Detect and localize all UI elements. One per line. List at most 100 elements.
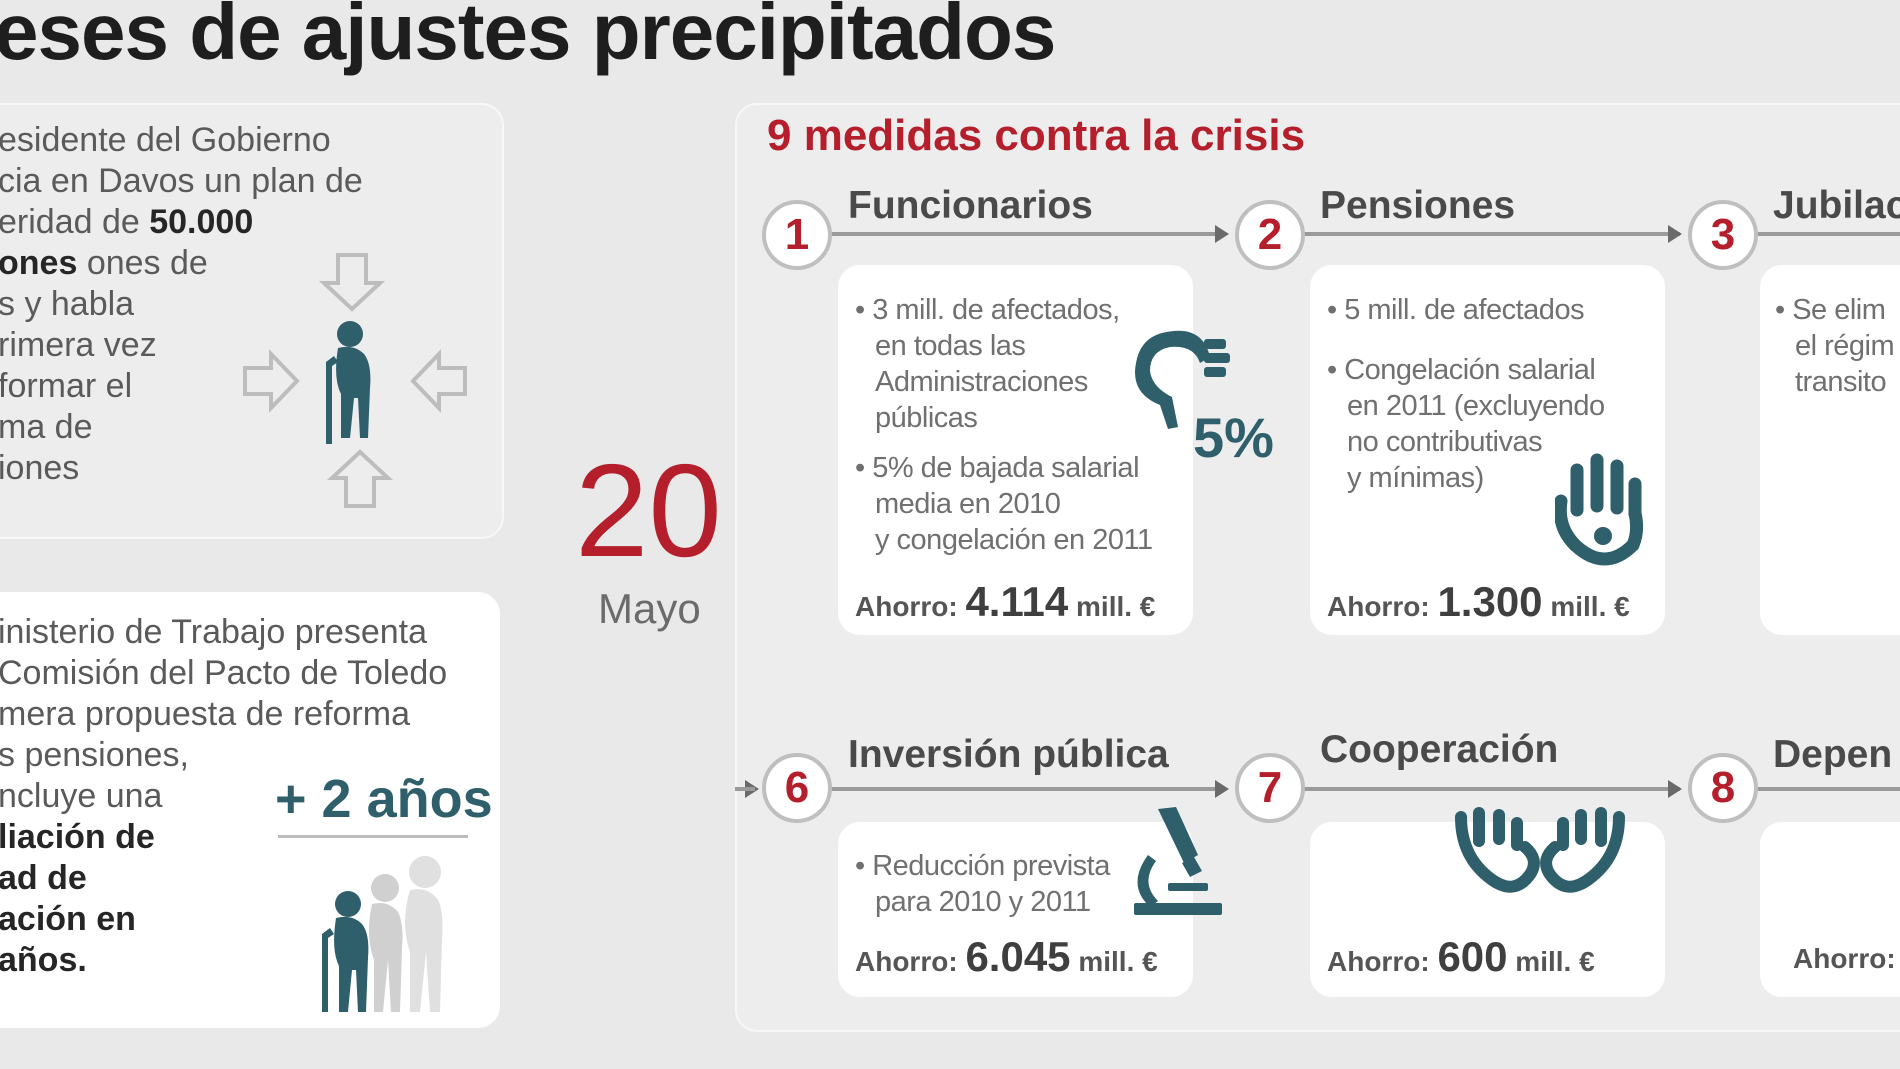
saving-value: 600 bbox=[1437, 933, 1508, 980]
bullet-line: el régim bbox=[1795, 330, 1895, 362]
bullet-line: media en 2010 bbox=[875, 488, 1061, 520]
arrow-left-icon bbox=[410, 349, 467, 413]
measure-bullets-6: • Reducción prevista para 2010 y 2011 bbox=[855, 848, 1110, 920]
timeline-line: ncluye una bbox=[0, 777, 163, 815]
bullet-line: Administraciones bbox=[875, 366, 1088, 398]
row2-line-2 bbox=[1300, 787, 1680, 791]
measure-card-8 bbox=[1760, 822, 1900, 997]
arrow-right-icon bbox=[1668, 225, 1682, 243]
timeline-line: ación en bbox=[0, 899, 447, 940]
age-increase-badge: + 2 años bbox=[275, 769, 493, 829]
timeline-line: rimera vez bbox=[0, 326, 157, 364]
measure-number-1: 1 bbox=[762, 200, 832, 270]
bullet-line: • Reducción prevista bbox=[855, 850, 1110, 882]
bullet-line: transito bbox=[1795, 366, 1887, 398]
bullet-line: y mínimas) bbox=[1347, 462, 1484, 494]
bullet-line: • Congelación salarial bbox=[1327, 354, 1596, 386]
measure-title-6: Inversión pública bbox=[848, 733, 1169, 776]
hand-coin-icon bbox=[1135, 330, 1230, 429]
microscope-icon bbox=[1134, 807, 1222, 915]
timeline-bold: ones bbox=[0, 244, 78, 282]
timeline-text-1: esidente del Gobierno cia en Davos un pl… bbox=[0, 120, 363, 489]
saving-value: 4.114 bbox=[965, 578, 1069, 625]
measure-card-6 bbox=[838, 822, 1193, 997]
bullet-line: en todas las bbox=[875, 330, 1026, 362]
measure-number-6: 6 bbox=[762, 753, 832, 823]
bullet-line: • Se elim bbox=[1775, 294, 1886, 326]
measure-number-3: 3 bbox=[1688, 200, 1758, 270]
bullet-line: • 3 mill. de afectados, bbox=[855, 294, 1120, 326]
bullet-line: en 2011 (excluyendo bbox=[1347, 390, 1605, 422]
bullet-line: y congelación en 2011 bbox=[875, 524, 1153, 556]
date-month: Mayo bbox=[598, 585, 701, 632]
arrow-right-icon bbox=[243, 349, 300, 413]
saving-label: Ahorro: bbox=[1793, 943, 1896, 974]
elderly-person-icon bbox=[243, 253, 467, 508]
timeline-line: cia en Davos un plan de bbox=[0, 162, 363, 200]
row1-line-2 bbox=[1300, 232, 1680, 236]
bullet-line: • 5 mill. de afectados bbox=[1327, 294, 1585, 326]
cooperation-hands-icon bbox=[1455, 807, 1625, 893]
reduction-badge: 5% bbox=[1193, 406, 1274, 469]
saving-unit: mill. € bbox=[1515, 946, 1595, 977]
timeline-line: mera propuesta de reforma bbox=[0, 695, 410, 733]
measure-card-3 bbox=[1760, 265, 1900, 635]
timeline-text-2: inisterio de Trabajo presenta Comisión d… bbox=[0, 612, 447, 981]
timeline-bold: 50.000 bbox=[149, 203, 254, 241]
timeline-line: formar el bbox=[0, 367, 133, 405]
timeline-line: Comisión del Pacto de Toledo bbox=[0, 654, 448, 692]
saving-label: Ahorro: bbox=[1327, 591, 1430, 622]
saving-8: Ahorro: bbox=[1793, 943, 1896, 975]
saving-unit: mill. € bbox=[1078, 946, 1158, 977]
timeline-line-part: ones de bbox=[86, 244, 208, 282]
date-day: 20 bbox=[575, 437, 722, 584]
measure-card-2 bbox=[1310, 265, 1665, 635]
measure-number-2: 2 bbox=[1235, 200, 1305, 270]
timeline-line: esidente del Gobierno bbox=[0, 121, 331, 159]
timeline-line: s y habla bbox=[0, 285, 135, 323]
measure-title-1: Funcionarios bbox=[848, 184, 1093, 227]
arrow-down-icon bbox=[318, 253, 386, 312]
row2-line-1 bbox=[830, 787, 1225, 791]
measure-bullets-2: • 5 mill. de afectados • Congelación sal… bbox=[1327, 292, 1605, 496]
arrow-right-icon bbox=[1668, 780, 1682, 798]
page-title: eses de ajustes precipitados bbox=[0, 0, 1056, 76]
bullet-line: públicas bbox=[875, 402, 978, 434]
timeline-line: ma de bbox=[0, 408, 93, 446]
saving-6: Ahorro: 6.045 mill. € bbox=[855, 933, 1158, 981]
measure-number-8: 8 bbox=[1688, 753, 1758, 823]
saving-1: Ahorro: 4.114 mill. € bbox=[855, 578, 1155, 626]
timeline-line: años. bbox=[0, 940, 447, 981]
timeline-line-part: eridad de bbox=[0, 203, 150, 241]
measure-title-3: Jubilac bbox=[1773, 184, 1900, 227]
stop-hand-icon bbox=[1555, 453, 1644, 566]
arrow-up-icon bbox=[326, 449, 394, 508]
bullet-line: no contributivas bbox=[1347, 426, 1543, 458]
saving-unit: mill. € bbox=[1550, 591, 1630, 622]
row1-lead-line bbox=[830, 232, 1225, 236]
measures-title: 9 medidas contra la crisis bbox=[767, 111, 1306, 160]
row2-line-3 bbox=[1750, 787, 1900, 791]
timeline-line: liación de bbox=[0, 817, 447, 858]
timeline-line: iones bbox=[0, 449, 80, 487]
timeline-bold: ad de bbox=[0, 859, 87, 897]
measure-title-8: Depen bbox=[1773, 733, 1893, 776]
row1-line-3 bbox=[1750, 232, 1900, 236]
timeline-bold: años. bbox=[0, 941, 87, 979]
bullet-line: para 2010 y 2011 bbox=[875, 886, 1091, 918]
measure-number-7: 7 bbox=[1235, 753, 1305, 823]
measure-title-7: Cooperación bbox=[1320, 728, 1559, 771]
timeline-line: ad de bbox=[0, 858, 447, 899]
timeline-card-1 bbox=[0, 103, 504, 539]
saving-label: Ahorro: bbox=[1327, 946, 1430, 977]
timeline-line: eridad de 50.000 bbox=[0, 202, 363, 243]
saving-value: 6.045 bbox=[965, 933, 1071, 980]
badge-underline bbox=[278, 835, 468, 838]
arrow-right-icon bbox=[1215, 780, 1229, 798]
timeline-bold: ación en bbox=[0, 900, 136, 938]
measure-bullets-3: • Se elim el régim transito bbox=[1775, 292, 1895, 400]
measure-bullets-1: • 3 mill. de afectados, en todas las Adm… bbox=[855, 292, 1153, 558]
saving-7: Ahorro: 600 mill. € bbox=[1327, 933, 1595, 981]
arrow-right-icon bbox=[1215, 225, 1229, 243]
measure-card-1 bbox=[838, 265, 1193, 635]
